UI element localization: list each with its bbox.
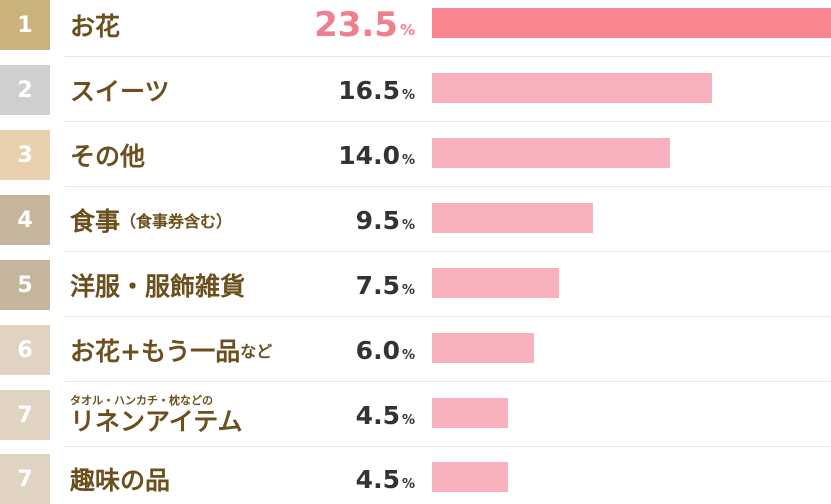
percentage-unit: %: [401, 217, 415, 233]
value-bar: [432, 333, 534, 363]
row-divider: [65, 446, 831, 447]
category-label-main: お花+もう一品: [70, 337, 241, 366]
row-divider: [65, 121, 831, 122]
percentage-number: 16.5: [338, 75, 400, 105]
rank-badge: 2: [0, 65, 50, 115]
percentage-unit: %: [401, 87, 415, 103]
percentage-unit: %: [401, 152, 415, 168]
percentage-value: 4.5%: [300, 454, 415, 504]
category-label: 洋服・服飾雑貨: [70, 260, 245, 310]
category-label-prefix: タオル・ハンカチ・枕などの: [70, 394, 213, 407]
category-label: 食事 （食事券含む）: [70, 195, 232, 245]
ranking-row: 2 スイーツ 16.5%: [0, 65, 831, 115]
category-label-main: 趣味の品: [70, 466, 171, 495]
row-divider: [65, 381, 831, 382]
percentage-value: 4.5%: [300, 390, 415, 440]
value-bar: [432, 268, 559, 298]
percentage-value: 14.0%: [300, 130, 415, 180]
ranking-row: 6 お花+もう一品 など 6.0%: [0, 325, 831, 375]
ranking-row: 4 食事 （食事券含む） 9.5%: [0, 195, 831, 245]
percentage-number: 23.5: [314, 5, 398, 45]
category-label-note: など: [240, 342, 273, 361]
category-label: スイーツ: [70, 65, 170, 115]
rank-badge: 3: [0, 130, 50, 180]
row-divider: [65, 251, 831, 252]
percentage-number: 4.5: [355, 464, 400, 494]
row-divider: [65, 186, 831, 187]
category-label: お花+もう一品 など: [70, 325, 272, 375]
category-label-main: スイーツ: [70, 77, 170, 106]
percentage-number: 7.5: [355, 270, 400, 300]
category-label-main: 食事: [70, 207, 121, 236]
rank-badge: 5: [0, 260, 50, 310]
value-bar: [432, 203, 593, 233]
percentage-number: 6.0: [355, 335, 400, 365]
percentage-unit: %: [401, 476, 415, 492]
percentage-value: 16.5%: [300, 65, 415, 115]
category-label: タオル・ハンカチ・枕などの リネンアイテム: [70, 390, 243, 440]
ranking-row: 1 お花 23.5%: [0, 0, 831, 50]
rank-badge: 7: [0, 390, 50, 440]
category-label-note: （食事券含む）: [120, 212, 233, 231]
value-bar: [432, 8, 831, 38]
category-label-main: リネンアイテム: [70, 407, 243, 436]
percentage-number: 14.0: [338, 140, 400, 170]
category-label-main: 洋服・服飾雑貨: [70, 272, 246, 301]
ranking-row: 5 洋服・服飾雑貨 7.5%: [0, 260, 831, 310]
category-label: お花: [70, 0, 120, 50]
percentage-unit: %: [399, 21, 415, 39]
percentage-value: 9.5%: [300, 195, 415, 245]
ranking-row: 7 趣味の品 4.5%: [0, 454, 831, 504]
category-label-main: その他: [70, 142, 146, 171]
percentage-number: 4.5: [355, 400, 400, 430]
row-divider: [65, 56, 831, 57]
percentage-unit: %: [401, 347, 415, 363]
rank-badge: 6: [0, 325, 50, 375]
value-bar: [432, 73, 712, 103]
percentage-number: 9.5: [355, 205, 400, 235]
percentage-value: 23.5%: [300, 0, 415, 50]
percentage-unit: %: [401, 282, 415, 298]
value-bar: [432, 462, 508, 492]
rank-badge: 1: [0, 0, 50, 50]
rank-badge: 4: [0, 195, 50, 245]
value-bar: [432, 138, 670, 168]
ranking-row: 3 その他 14.0%: [0, 130, 831, 180]
row-divider: [65, 316, 831, 317]
percentage-value: 6.0%: [300, 325, 415, 375]
category-label-main: お花: [70, 12, 121, 41]
category-label: その他: [70, 130, 145, 180]
ranking-row: 7 タオル・ハンカチ・枕などの リネンアイテム 4.5%: [0, 390, 831, 440]
percentage-unit: %: [401, 412, 415, 428]
percentage-value: 7.5%: [300, 260, 415, 310]
category-label: 趣味の品: [70, 454, 170, 504]
value-bar: [432, 398, 508, 428]
rank-badge: 7: [0, 454, 50, 504]
